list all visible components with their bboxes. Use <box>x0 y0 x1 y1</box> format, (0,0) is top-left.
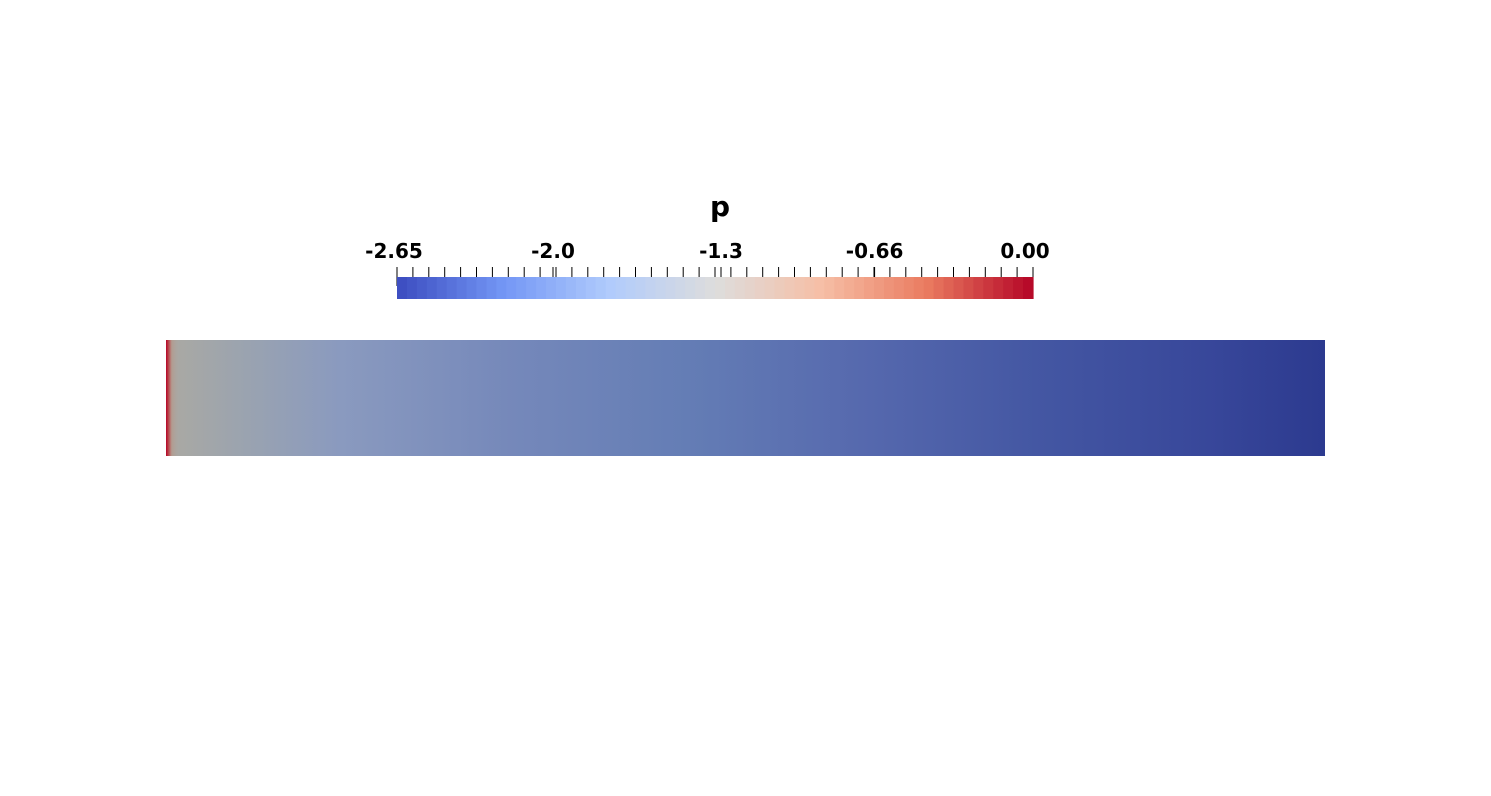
colorbar-swatch <box>854 277 865 299</box>
colorbar-swatch <box>724 277 736 299</box>
colorbar-swatch <box>486 277 497 299</box>
colorbar-swatch <box>983 277 994 299</box>
colorbar-swatch <box>397 277 408 299</box>
colorbar-swatch <box>764 277 776 299</box>
colorbar-swatch <box>715 277 726 299</box>
colorbar-swatch <box>883 277 895 299</box>
colorbar-swatch <box>416 277 428 299</box>
colorbar-swatch <box>973 277 984 299</box>
colorbar-swatch <box>834 277 845 299</box>
colorbar-swatch <box>903 277 915 299</box>
colorbar-swatch <box>864 277 875 299</box>
colorbar-swatches <box>397 277 1034 299</box>
colorbar-swatch <box>913 277 925 299</box>
pressure-field-rectangle <box>166 340 1325 456</box>
colorbar-swatch <box>406 277 418 299</box>
colorbar-swatch <box>635 277 647 299</box>
colorbar-swatch <box>665 277 676 299</box>
colorbar-title: p <box>710 190 730 223</box>
colorbar-swatch <box>993 277 1004 299</box>
colorbar-swatch <box>476 277 488 299</box>
colorbar-swatch <box>933 277 945 299</box>
colorbar-swatch <box>1003 277 1014 299</box>
colorbar-swatch <box>943 277 955 299</box>
colorbar-swatch <box>456 277 468 299</box>
colorbar-swatch <box>595 277 607 299</box>
colorbar-swatch <box>874 277 885 299</box>
colorbar-swatch <box>695 277 706 299</box>
colorbar-swatch <box>675 277 686 299</box>
colorbar-swatch <box>804 277 815 299</box>
colorbar-swatch <box>784 277 796 299</box>
colorbar-tick-labels: -2.65 -2.0 -1.3 -0.66 0.00 <box>365 239 1050 263</box>
colorbar-swatch <box>754 277 766 299</box>
colorbar-swatch <box>436 277 448 299</box>
colorbar-swatch <box>953 277 965 299</box>
colorbar-swatch <box>625 277 637 299</box>
colorbar-swatch <box>546 277 557 299</box>
field-domain <box>166 340 1325 456</box>
colorbar-tick-label: -1.3 <box>699 239 743 263</box>
colorbar-tick-label: -0.66 <box>846 239 904 263</box>
colorbar-swatch <box>536 277 547 299</box>
colorbar-swatch <box>893 277 905 299</box>
colorbar-swatch <box>605 277 617 299</box>
colorbar-swatch <box>774 277 786 299</box>
colorbar-swatch <box>655 277 666 299</box>
colorbar-swatch <box>814 277 825 299</box>
colorbar-swatch <box>705 277 716 299</box>
colorbar-swatch <box>585 277 597 299</box>
colorbar-swatch <box>794 277 806 299</box>
colorbar-swatch <box>466 277 478 299</box>
colorbar-swatch <box>615 277 627 299</box>
colorbar-swatch <box>526 277 537 299</box>
colorbar-tick-label: -2.65 <box>365 239 423 263</box>
colorbar-swatch <box>824 277 835 299</box>
colorbar-swatch <box>744 277 756 299</box>
colorbar-swatch <box>734 277 746 299</box>
colorbar-swatch <box>645 277 656 299</box>
colorbar-swatch <box>685 277 696 299</box>
colorbar-swatch <box>506 277 517 299</box>
inlet-edge-highlight <box>166 340 180 456</box>
colorbar-swatch <box>963 277 974 299</box>
colorbar-swatch <box>496 277 507 299</box>
colorbar-swatch <box>516 277 527 299</box>
colorbar-swatch <box>1023 277 1034 299</box>
colorbar-swatch <box>1013 277 1024 299</box>
colorbar-swatch <box>575 277 587 299</box>
colorbar-tick-label: 0.00 <box>1000 239 1049 263</box>
colorbar-swatch <box>923 277 935 299</box>
colorbar-swatch <box>565 277 577 299</box>
colorbar-tick-label: -2.0 <box>531 239 575 263</box>
colorbar-swatch <box>556 277 567 299</box>
colorbar-swatch <box>446 277 458 299</box>
colorbar-swatch <box>426 277 438 299</box>
colorbar-swatch <box>844 277 855 299</box>
